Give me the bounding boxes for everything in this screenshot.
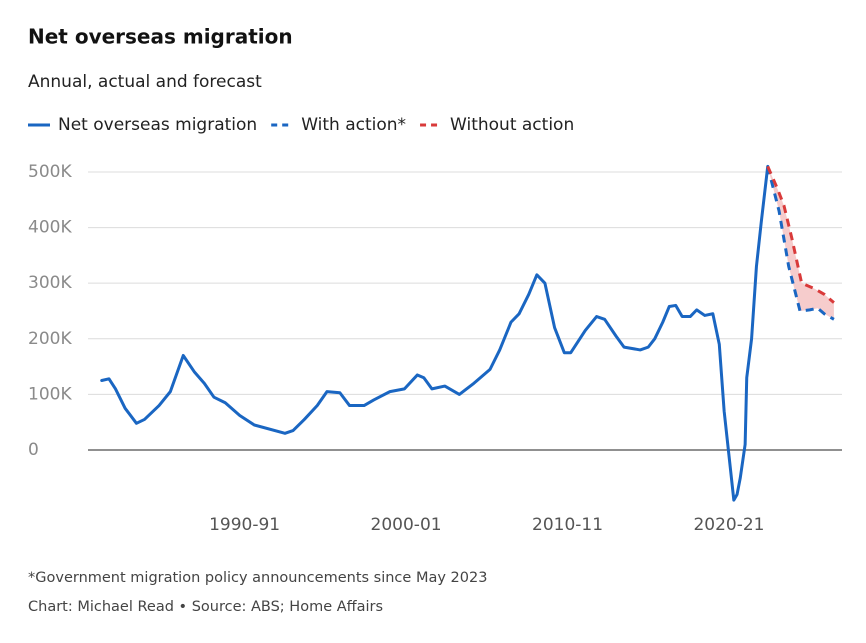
- x-tick-label: 1990-91: [209, 515, 280, 535]
- legend-item: Net overseas migration: [28, 115, 257, 135]
- legend-label: Without action: [450, 115, 574, 135]
- y-tick-label: 100K: [28, 384, 72, 404]
- forecast-range: [767, 166, 834, 320]
- x-tick-label: 2010-11: [532, 515, 603, 535]
- source-note: Chart: Michael Read • Source: ABS; Home …: [28, 599, 383, 615]
- series-line: [766, 165, 835, 304]
- y-tick-label: 200K: [28, 329, 72, 349]
- series-line: [766, 166, 835, 321]
- chart-title: Net overseas migration: [28, 25, 293, 49]
- x-tick-label: 2020-21: [693, 515, 764, 535]
- legend-item: With action*: [271, 115, 406, 135]
- y-tick-label: 300K: [28, 273, 72, 293]
- y-tick-label: 500K: [28, 162, 72, 182]
- legend-item: Without action: [420, 115, 574, 135]
- y-tick-label: 0: [28, 440, 39, 460]
- series-line: [100, 164, 770, 502]
- y-tick-label: 400K: [28, 218, 72, 238]
- x-tick-label: 2000-01: [371, 515, 442, 535]
- footnote: *Government migration policy announcemen…: [28, 570, 487, 586]
- legend-label: Net overseas migration: [58, 115, 257, 135]
- legend-label: With action*: [301, 115, 406, 135]
- chart-subtitle: Annual, actual and forecast: [28, 72, 262, 92]
